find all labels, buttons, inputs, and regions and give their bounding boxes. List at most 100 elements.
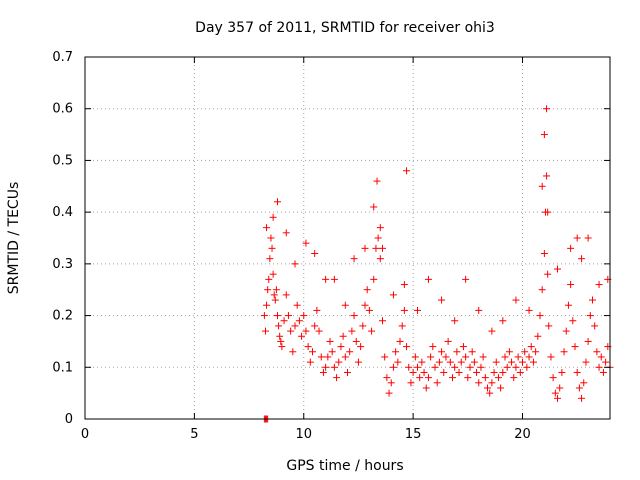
data-point	[350, 255, 358, 263]
data-point	[394, 358, 402, 366]
data-point	[284, 312, 292, 320]
data-point	[315, 327, 323, 335]
data-point	[289, 348, 297, 356]
data-point	[263, 301, 271, 309]
data-point	[451, 317, 459, 325]
data-point	[337, 343, 345, 351]
data-point	[595, 363, 603, 371]
data-point	[376, 224, 384, 232]
data-point	[317, 353, 325, 361]
data-point	[525, 353, 533, 361]
data-point	[484, 384, 491, 392]
y-tick-label: 0.4	[52, 205, 73, 220]
data-point	[466, 363, 474, 371]
data-point	[389, 291, 397, 299]
data-point	[488, 327, 496, 335]
data-point	[486, 389, 494, 397]
data-point	[444, 337, 452, 345]
data-point	[270, 291, 278, 299]
data-point	[440, 368, 448, 376]
data-point	[578, 394, 586, 402]
data-point	[499, 368, 507, 376]
data-point	[567, 281, 575, 289]
data-point	[494, 374, 502, 382]
data-point	[370, 275, 378, 283]
data-point	[271, 296, 279, 304]
data-point	[521, 348, 529, 356]
x-tick-label: 5	[190, 427, 198, 442]
data-point	[368, 327, 376, 335]
data-point	[346, 348, 354, 356]
y-tick-label: 0.3	[52, 257, 73, 272]
data-point	[277, 337, 285, 345]
data-point	[547, 353, 555, 361]
data-point	[278, 343, 286, 351]
data-point	[372, 244, 380, 252]
data-point	[573, 234, 581, 242]
data-point	[350, 312, 358, 320]
data-point	[451, 363, 459, 371]
data-point	[363, 286, 371, 294]
data-point	[326, 337, 334, 345]
data-point	[322, 275, 330, 283]
y-tick-label: 0.6	[52, 102, 73, 117]
data-point	[265, 275, 273, 283]
data-point	[379, 317, 386, 325]
data-point	[293, 301, 301, 309]
data-point	[442, 353, 450, 361]
data-point	[578, 255, 586, 263]
data-point	[330, 275, 338, 283]
data-point	[379, 244, 386, 252]
data-point	[306, 358, 314, 366]
data-point	[311, 250, 319, 258]
y-tick-label: 0.5	[52, 153, 73, 168]
data-point	[309, 348, 316, 356]
data-point	[573, 368, 581, 376]
data-point	[438, 296, 446, 304]
data-point	[405, 363, 413, 371]
data-point	[556, 384, 564, 392]
data-point	[416, 374, 424, 382]
data-point	[282, 229, 290, 237]
data-point	[455, 368, 463, 376]
data-point	[385, 389, 393, 397]
x-tick-label: 15	[405, 427, 422, 442]
data-point	[475, 306, 483, 314]
data-point	[389, 363, 397, 371]
data-point	[302, 239, 310, 247]
data-point	[597, 353, 605, 361]
data-point	[354, 358, 362, 366]
data-point	[584, 234, 592, 242]
data-point	[589, 296, 596, 304]
data-point	[529, 358, 537, 366]
data-point	[398, 322, 406, 330]
data-point	[392, 348, 400, 356]
data-layer	[260, 105, 614, 423]
data-point	[554, 394, 561, 402]
data-point	[567, 244, 575, 252]
data-point	[263, 224, 271, 232]
data-point	[422, 384, 430, 392]
data-point	[459, 343, 467, 351]
data-point	[593, 348, 601, 356]
data-point	[519, 358, 526, 366]
data-point	[304, 343, 312, 351]
data-point	[501, 353, 509, 361]
data-point	[407, 379, 415, 387]
data-point	[269, 270, 277, 278]
data-point	[534, 332, 542, 340]
data-point	[418, 358, 426, 366]
data-point	[313, 306, 321, 314]
data-point	[435, 358, 443, 366]
data-point	[538, 286, 546, 294]
data-point	[420, 368, 428, 376]
data-point	[275, 322, 283, 330]
data-point	[446, 358, 454, 366]
data-point	[544, 208, 552, 216]
data-point	[571, 343, 579, 351]
data-point	[580, 379, 588, 387]
axis-layer: 0 5 10 15 20 0 0.1 0.2 0.3 0.4 0.5 0.6 0.7	[52, 50, 611, 442]
data-point	[300, 312, 308, 320]
data-point	[497, 384, 505, 392]
data-point	[373, 177, 381, 185]
